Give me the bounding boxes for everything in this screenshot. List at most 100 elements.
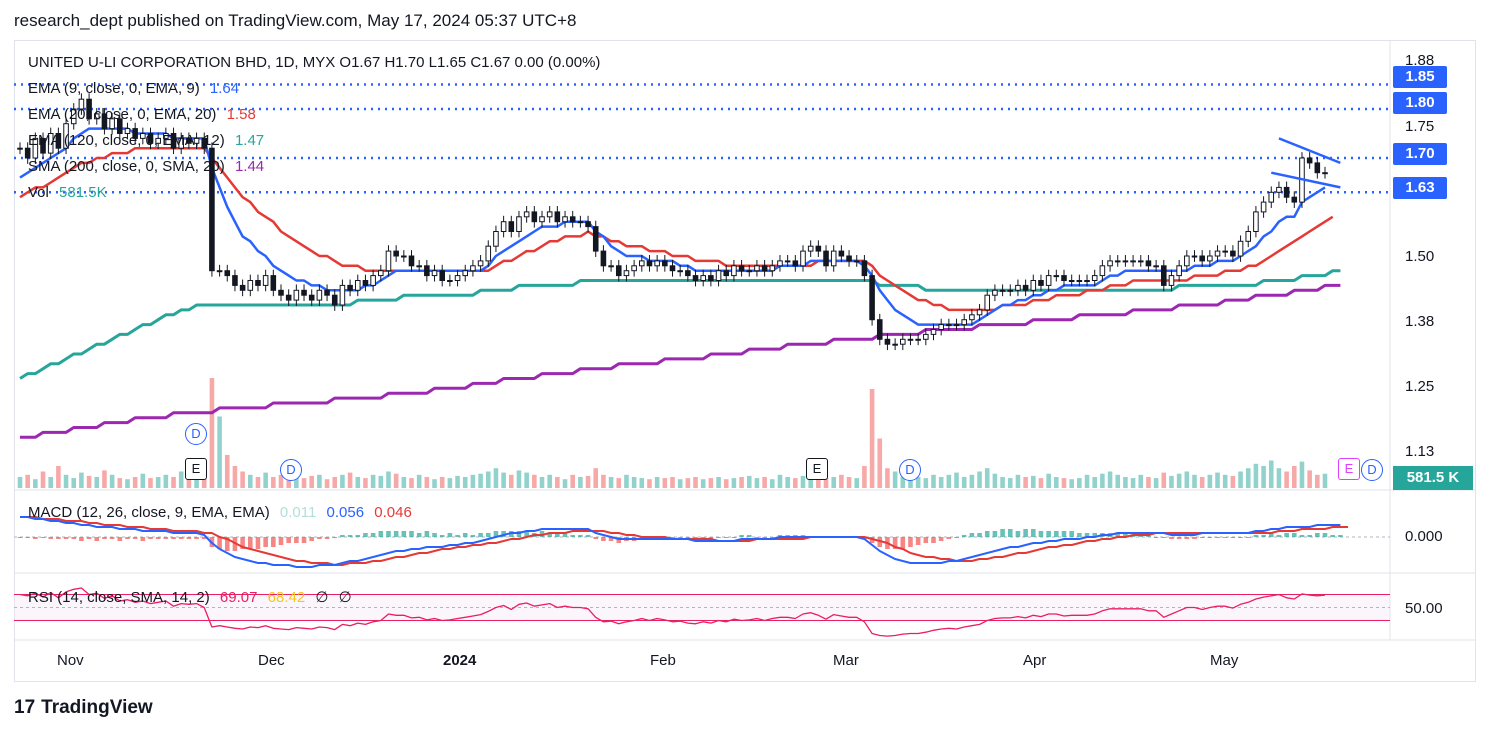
chart-frame[interactable] — [14, 40, 1476, 682]
dividend-marker[interactable]: D — [280, 459, 302, 481]
volume-tag[interactable]: 581.5 K — [1393, 466, 1473, 490]
volume-bar — [670, 477, 675, 488]
volume-bar — [1046, 473, 1051, 488]
ema120-legend[interactable]: EMA (120, close, 0, EMA, 12) 1.47 — [28, 132, 264, 149]
candle-body — [24, 147, 31, 159]
volume-bar — [1007, 478, 1013, 488]
volume-bar — [954, 472, 959, 488]
volume-bar — [716, 477, 721, 488]
price-tag-1-70[interactable]: 1.70 — [1393, 143, 1447, 165]
candle-body — [493, 231, 499, 247]
candle-body — [431, 270, 438, 277]
candle-body — [953, 324, 960, 327]
rsi-pane — [14, 587, 1390, 637]
candle-body — [823, 250, 829, 267]
price-tag-1-85[interactable]: 1.85 — [1393, 66, 1447, 88]
volume-bar — [501, 472, 506, 488]
macd-histogram-bar — [363, 533, 368, 537]
ema9-legend[interactable]: EMA (9, close, 0, EMA, 9) 1.64 — [28, 80, 239, 97]
macd-histogram-bar — [409, 531, 414, 537]
volume-bar — [816, 477, 821, 488]
volume-bar — [171, 477, 176, 488]
macd-histogram-bar — [324, 537, 330, 539]
volume-bar — [401, 477, 407, 488]
dividend-marker[interactable]: D — [899, 459, 921, 481]
volume-bar — [1069, 479, 1074, 488]
volume-bar — [1038, 478, 1044, 488]
candle-body — [1099, 265, 1106, 277]
dividend-marker[interactable]: D — [185, 423, 207, 445]
volume-bar — [332, 477, 338, 488]
volume-bar — [1092, 477, 1097, 488]
tradingview-logo-icon: 17 — [14, 697, 36, 718]
volume-bar — [1253, 463, 1259, 488]
candle-body — [531, 211, 538, 223]
macd-histogram-bar — [601, 537, 606, 541]
candle-body — [293, 289, 300, 301]
volume-bar — [71, 478, 77, 488]
ema20-legend[interactable]: EMA (20, close, 0, EMA, 20) 1.58 — [28, 106, 256, 123]
macd-histogram-bar — [178, 537, 184, 539]
volume-bar — [117, 478, 123, 488]
volume-bar — [570, 474, 575, 488]
volume-bar — [509, 474, 514, 488]
candle-body — [301, 289, 307, 296]
candle-body — [600, 250, 607, 267]
volume-bar — [240, 471, 245, 488]
volume-bar — [862, 466, 867, 488]
macd-histogram-bar — [1284, 533, 1289, 537]
volume-bar — [1169, 475, 1174, 488]
macd-histogram-bar — [1315, 533, 1320, 537]
candle-body — [1207, 255, 1213, 262]
macd-legend[interactable]: MACD (12, 26, close, 9, EMA, EMA) 0.011 … — [28, 504, 412, 521]
macd-histogram-bar — [1007, 529, 1013, 537]
macd-histogram-bar — [370, 533, 376, 537]
macd-histogram-bar — [1230, 537, 1236, 538]
macd-histogram-bar — [685, 537, 691, 538]
volume-bar — [754, 478, 760, 488]
macd-histogram-bar — [286, 537, 291, 543]
volume-bar — [931, 474, 936, 488]
volume-bar — [378, 475, 384, 488]
candle-body — [846, 255, 852, 262]
volume-bar — [762, 477, 767, 488]
macd-histogram-bar — [194, 537, 199, 539]
price-tag-1-63[interactable]: 1.63 — [1393, 177, 1447, 199]
candle-body — [178, 137, 184, 149]
earnings-marker[interactable]: E — [1338, 458, 1360, 480]
volume-bar — [355, 477, 361, 488]
volume-legend[interactable]: Vol 581.5K — [28, 184, 107, 201]
sma200-line — [20, 283, 1341, 439]
volume-bar — [547, 474, 552, 488]
candle-body — [516, 216, 522, 233]
sma200-legend[interactable]: SMA (200, close, 0, SMA, 20) 1.44 — [28, 158, 264, 175]
macd-histogram-bar — [63, 537, 69, 539]
candle-body — [1107, 260, 1113, 267]
volume-bar — [1000, 477, 1005, 488]
tradingview-brand[interactable]: 17 TradingView — [14, 697, 153, 719]
candle-body — [715, 270, 722, 282]
price-tag-1-80[interactable]: 1.80 — [1393, 92, 1447, 114]
volume-bar — [363, 478, 368, 488]
gridlines — [14, 41, 1476, 641]
dividend-marker[interactable]: D — [1361, 459, 1383, 481]
horizontal-levels — [14, 83, 1390, 194]
earnings-marker[interactable]: E — [185, 458, 207, 480]
rsi-legend[interactable]: RSI (14, close, SMA, 14, 2) 69.07 68.42 … — [28, 588, 352, 606]
volume-bar — [654, 477, 660, 488]
candle-body — [1283, 186, 1290, 198]
candle-body — [1191, 255, 1198, 258]
candle-body — [1214, 250, 1221, 257]
macd-histogram-bar — [332, 537, 338, 538]
candle-body — [63, 123, 69, 149]
candle-body — [1230, 250, 1236, 257]
macd-histogram-bar — [493, 531, 499, 537]
volume-bar — [63, 474, 69, 488]
earnings-marker[interactable]: E — [806, 458, 828, 480]
macd-histogram-bar — [416, 533, 422, 537]
macd-histogram-bar — [616, 537, 622, 543]
volume-bar — [961, 477, 967, 488]
volume-bar — [271, 477, 276, 488]
volume-bar — [1238, 471, 1243, 488]
